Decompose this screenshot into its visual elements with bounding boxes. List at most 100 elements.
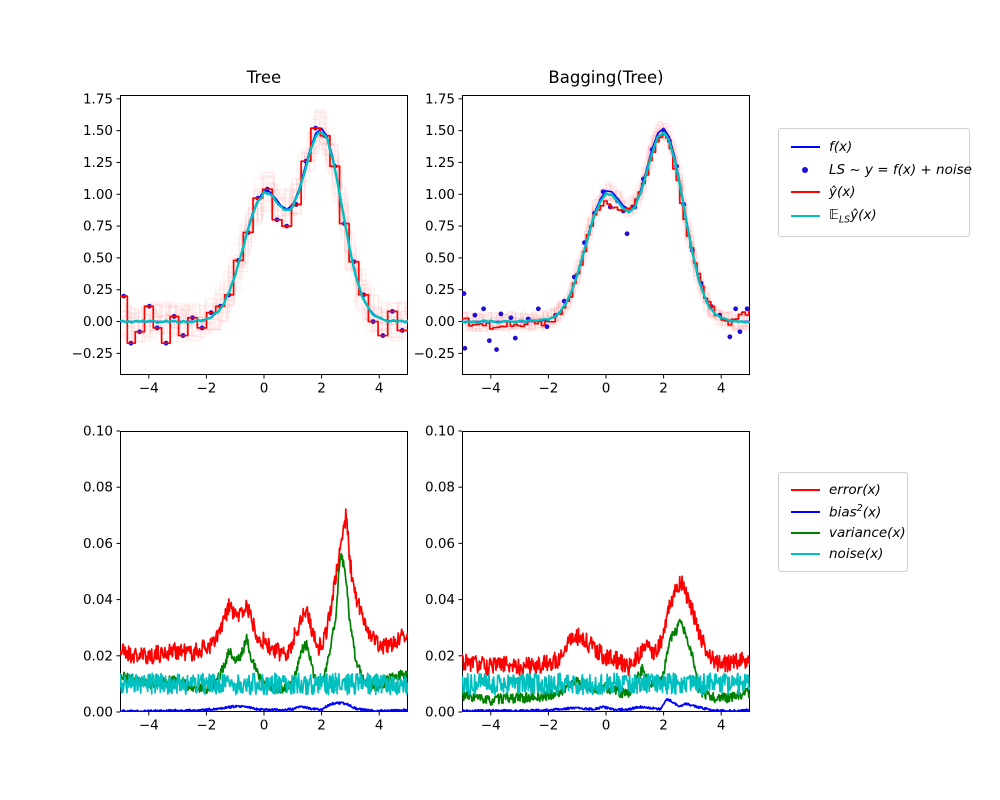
y-tick-label: 0.10 [83,424,113,440]
series-noise [120,672,408,696]
y-tick-label: 0.04 [83,592,113,608]
x-tick-label: −4 [139,381,159,397]
axes-frame [462,95,750,375]
subplot-bagging-bottom: −4 −2 0 2 4 0.00 0.02 0.04 0.06 0.08 0.10 [425,424,750,734]
y-tick-label: 0.06 [425,536,455,552]
x-tick-label: −2 [196,381,216,397]
legend-label-ls: LS ~ y = f(x) + noise [829,161,972,178]
scatter-point [462,345,468,351]
y-tick-label: −0.25 [414,346,455,362]
legend-item-noise: noise(x) [789,546,897,562]
scatter-point [494,347,499,352]
series-noise [462,672,750,696]
x-tick-label: 0 [260,381,269,397]
scatter-point [535,306,541,312]
y-tick-label: 1.50 [425,123,455,139]
prediction-curve [120,127,408,345]
y-tick-label: 0.50 [83,250,113,266]
y-tick-label: 1.25 [425,155,455,171]
axes: −4 −2 0 2 4 0.00 0.02 0.04 0.06 0.08 0.10 [425,424,750,734]
legend-item-els-y-hat: 𝔼LSŷ(x) [789,207,959,226]
scatter-point [744,306,750,312]
y-tick-label: 0.75 [425,219,455,235]
ensemble-lines [120,109,408,343]
y-tick-label: −0.25 [72,346,113,362]
legend-top: f(x) LS ~ y = f(x) + noise ŷ(x) 𝔼LSŷ(x) [778,128,972,237]
subplot-title-bagging: Bagging(Tree) [548,68,664,87]
legend-label-error: error(x) [829,482,881,499]
scatter-point [508,315,514,321]
y-tick-label: 0.25 [83,282,113,298]
y-tick-label: 0.25 [425,282,455,298]
y-tick-label: 1.75 [83,91,113,107]
x-tick-label: −4 [139,718,159,734]
scatter-point [462,291,467,296]
scatter-point [661,128,666,134]
x-tick-label: 0 [602,381,611,397]
x-tick-label: −2 [196,718,216,734]
y-tick-label: 0.00 [83,705,113,721]
axes: −4 −2 0 2 4 −0.25 0.00 0.25 0.50 0.75 1.00 1.25 1.50… [414,91,750,397]
dot-marker-icon [789,166,821,173]
axes: −4 −2 0 2 4 −0.25 0.00 0.25 0.50 0.75 1.00 1.25 1.50… [72,91,408,397]
scatter-point [600,189,606,195]
x-tick-label: −4 [481,718,501,734]
legend-item-variance: variance(x) [789,525,906,541]
y-tick-label: 1.25 [83,155,113,171]
axes-frame [462,431,750,712]
legend-item-ls: LS ~ y = f(x) + noise [789,162,972,178]
scatter-point [512,335,518,341]
subplot-tree-top: −4 −2 0 2 4 −0.25 0.00 0.25 0.50 0.75 1.00 1.25 1.50… [72,91,408,397]
y-tick-label: 0.10 [425,424,455,440]
x-tick-label: 2 [659,718,668,734]
legend-bottom: error(x) bias2(x) variance(x) noise(x) [778,472,908,572]
y-tick-label: 0.75 [83,219,113,235]
x-tick-label: 4 [375,381,384,397]
series-bias2 [462,698,750,712]
y-tick-label: 0.08 [83,480,113,496]
subplot-bagging-top: −4 −2 0 2 4 −0.25 0.00 0.25 0.50 0.75 1.00 1.25 1.50… [414,91,750,397]
legend-item-y-hat: ŷ(x) [789,184,959,200]
axes-frame [120,95,408,375]
axes: −4 −2 0 2 4 0.00 0.02 0.04 0.06 0.08 0.10 [83,424,408,734]
y-tick-label: 0.04 [425,592,455,608]
y-tick-label: 0.08 [425,480,455,496]
x-tick-label: 0 [260,718,269,734]
scatter-point [481,306,486,312]
legend-item-bias2: bias2(x) [789,502,897,521]
scatter-point [733,306,738,312]
series-error [462,575,750,677]
legend-label-noise: noise(x) [829,545,884,562]
legend-label-bias2: bias2(x) [829,502,882,521]
y-tick-label: 1.00 [425,187,455,203]
subplot-title-tree: Tree [246,68,282,87]
scatter-point [486,338,492,344]
x-tick-label: 2 [317,381,326,397]
line-marker-icon [789,146,821,149]
subplot-tree-bottom: −4 −2 0 2 4 0.00 0.02 0.04 0.06 0.08 0.10 [83,424,408,734]
legend-item-error: error(x) [789,482,897,498]
y-tick-label: 1.75 [425,91,455,107]
legend-label-variance: variance(x) [829,525,906,542]
line-marker-icon [789,532,821,535]
mean-curve [120,131,408,324]
line-marker-icon [789,510,821,513]
series-error [120,508,408,665]
y-tick-label: 0.02 [425,648,455,664]
line-marker-icon [789,552,821,555]
mean-curve [462,131,750,324]
x-tick-label: 4 [717,718,726,734]
y-tick-label: 0.50 [425,250,455,266]
y-tick-label: 1.00 [83,187,113,203]
line-marker-icon [789,191,821,194]
scatter-point [498,311,504,317]
legend-label-y-hat: ŷ(x) [829,184,856,201]
y-tick-label: 0.06 [83,536,113,552]
scatter-point [727,334,733,340]
x-tick-label: −2 [538,718,558,734]
x-tick-label: 2 [317,718,326,734]
axes-frame [120,431,408,712]
scatter-point [737,329,743,335]
x-tick-label: 4 [717,381,726,397]
